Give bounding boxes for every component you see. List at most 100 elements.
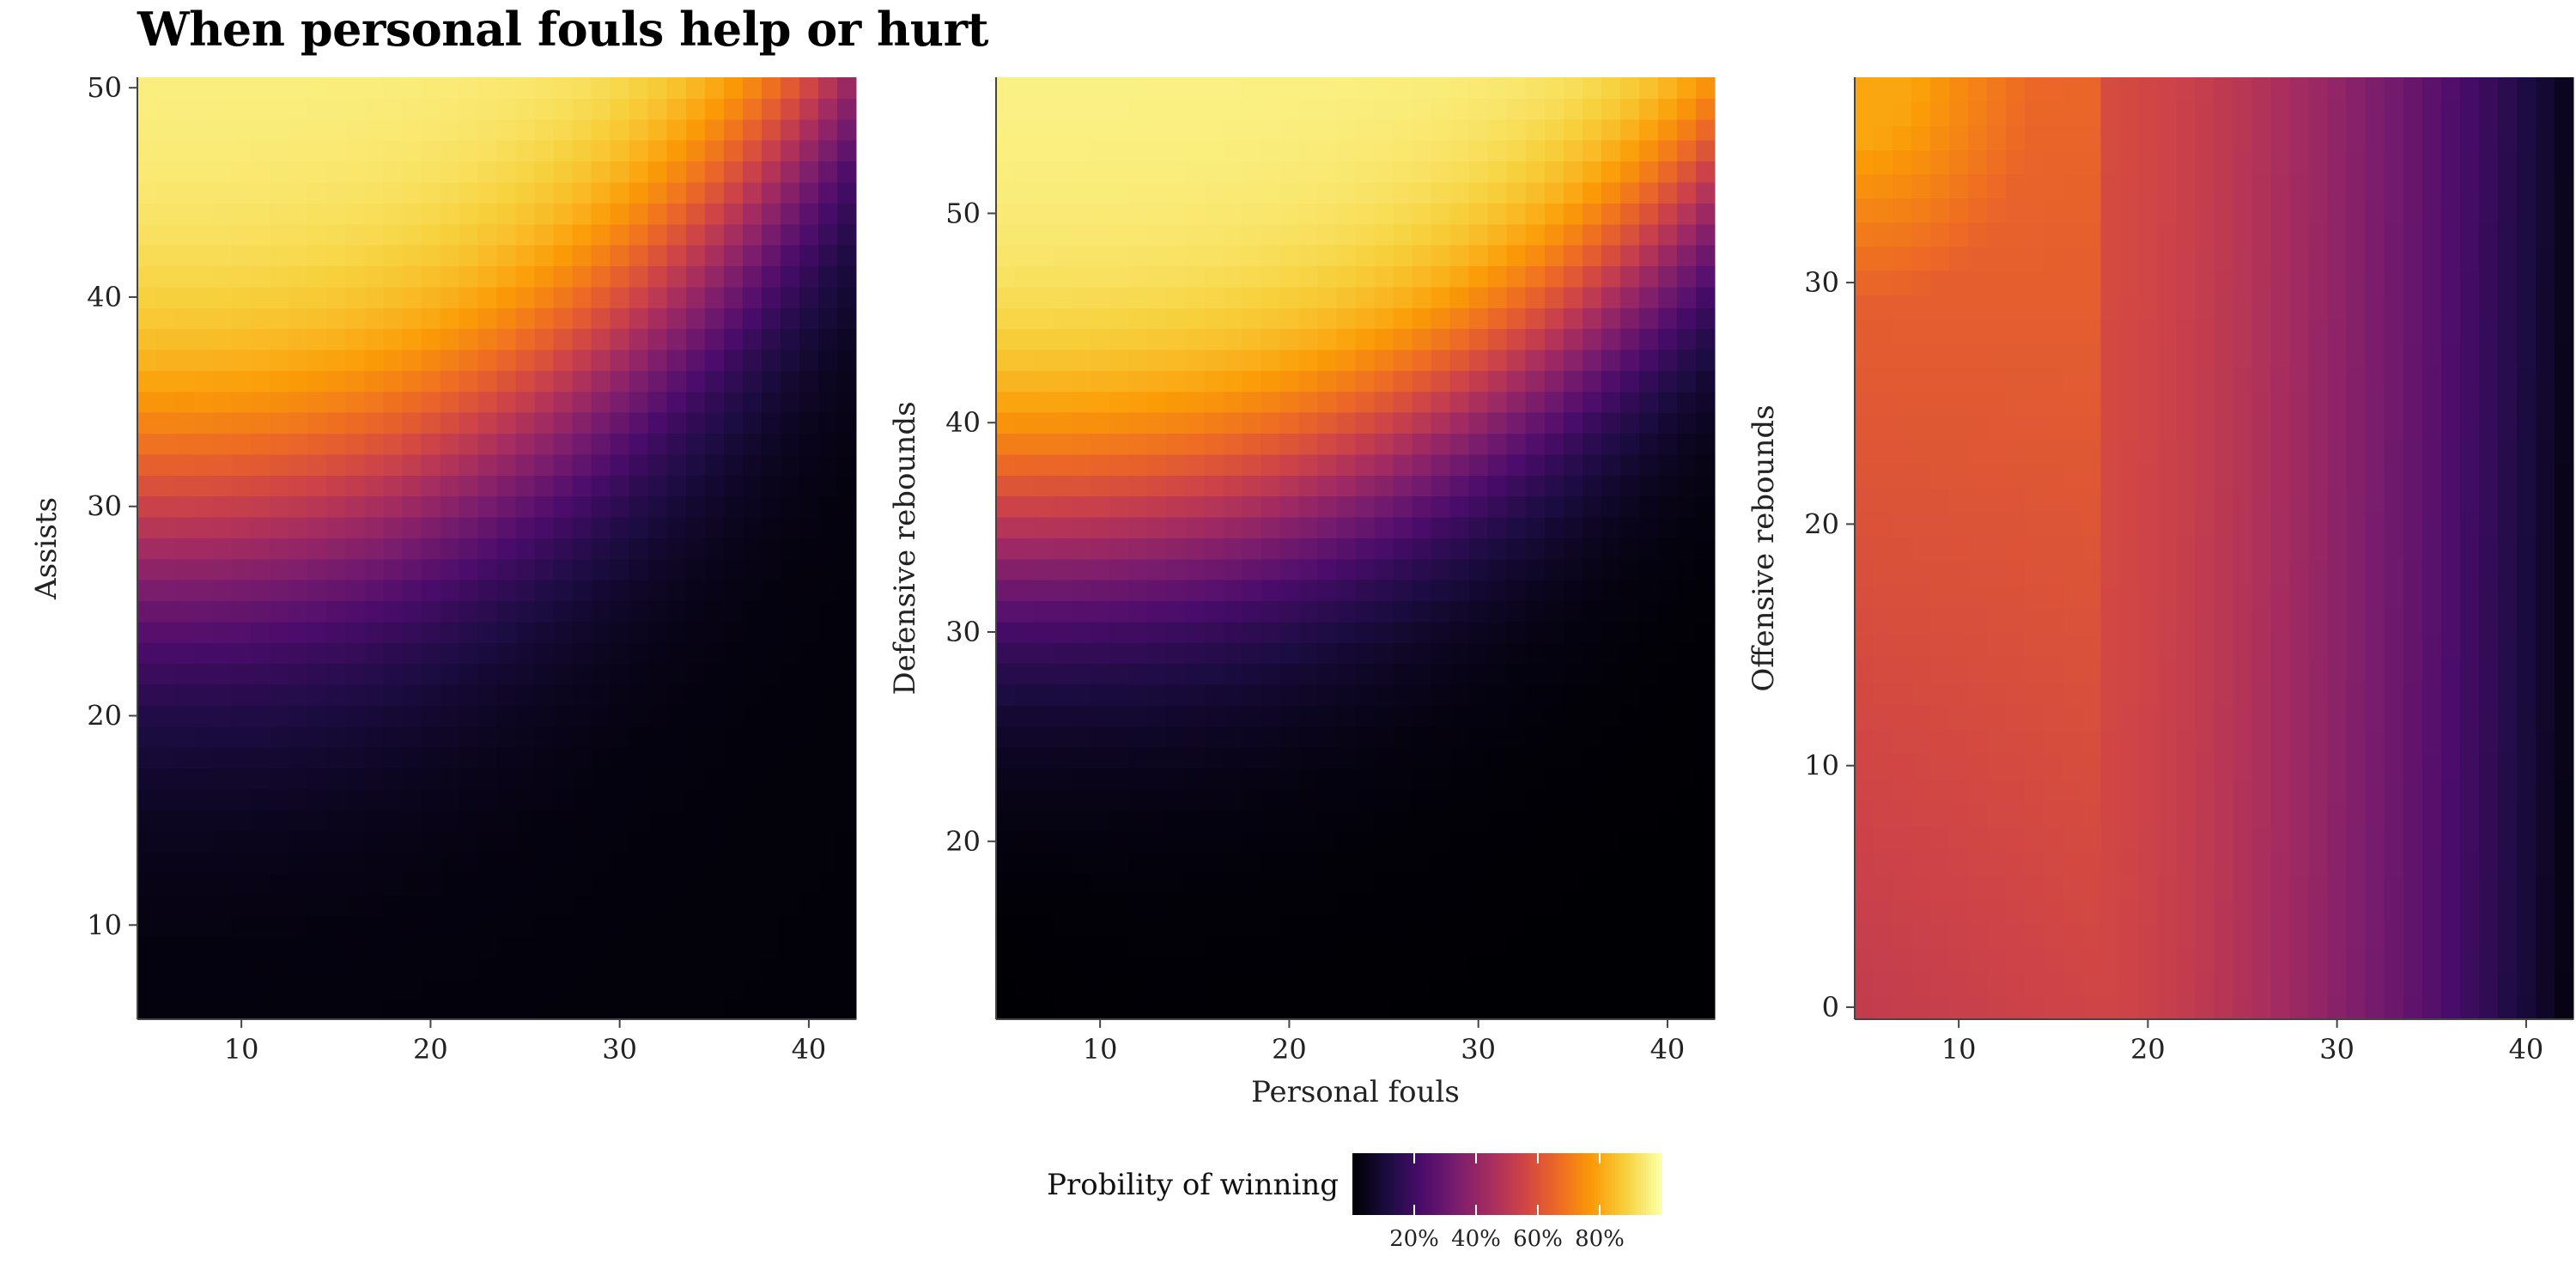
- heatmap-cell: [1968, 536, 1988, 562]
- heatmap-cell: [780, 412, 800, 434]
- heatmap-cell: [2081, 391, 2101, 416]
- heatmap-cell: [2403, 970, 2423, 996]
- heatmap-cell: [2157, 560, 2178, 586]
- heatmap-cell: [629, 768, 649, 790]
- heatmap-cell: [2063, 970, 2082, 996]
- heatmap-cell: [761, 893, 781, 915]
- heatmap-cell: [289, 286, 308, 308]
- heatmap-cell: [2025, 439, 2044, 465]
- heatmap-cell: [194, 810, 214, 832]
- heatmap-cell: [2440, 439, 2461, 465]
- heatmap-cell: [629, 977, 649, 999]
- heatmap-cell: [1619, 516, 1640, 538]
- heatmap-cell: [383, 77, 403, 99]
- heatmap-cell: [1166, 705, 1186, 727]
- heatmap-cell: [1874, 681, 1893, 706]
- heatmap-cell: [1987, 898, 2007, 924]
- heatmap-cell: [1166, 349, 1186, 371]
- heatmap-cell: [1147, 475, 1167, 497]
- heatmap-cell: [1091, 851, 1110, 873]
- heatmap-cell: [2535, 488, 2555, 513]
- heatmap-cell: [137, 433, 157, 455]
- heatmap-cell: [496, 705, 517, 727]
- heatmap-cell: [1987, 970, 2007, 996]
- heatmap-cell: [1317, 223, 1338, 246]
- heatmap-cell: [515, 307, 536, 330]
- heatmap-cell: [1930, 753, 1950, 779]
- heatmap-cell: [629, 600, 649, 623]
- heatmap-cell: [364, 307, 384, 330]
- heatmap-cell: [1968, 560, 1988, 586]
- heatmap-cell: [1223, 830, 1242, 853]
- heatmap-cell: [364, 977, 384, 999]
- heatmap-cell: [610, 600, 630, 623]
- heatmap-cell: [1601, 370, 1621, 392]
- heatmap-cell: [723, 516, 744, 538]
- legend-colorbar-segment: [1404, 1153, 1407, 1215]
- heatmap-cell: [2535, 922, 2555, 948]
- heatmap-cell: [704, 286, 725, 308]
- heatmap-cell: [1619, 621, 1640, 643]
- heatmap-cell: [1374, 98, 1394, 120]
- heatmap-cell: [761, 705, 781, 727]
- heatmap-cell: [647, 998, 668, 1020]
- heatmap-cell: [326, 621, 346, 643]
- heatmap-cell: [1072, 810, 1091, 832]
- heatmap-cell: [1949, 173, 1969, 199]
- heatmap-cell: [194, 223, 214, 246]
- heatmap-cell: [2233, 149, 2253, 175]
- heatmap-cell: [2195, 391, 2215, 416]
- heatmap-cell: [2081, 681, 2101, 706]
- heatmap-cell: [2289, 439, 2310, 465]
- heatmap-cell: [610, 893, 630, 915]
- heatmap-cell: [2176, 391, 2196, 416]
- x-tick-label: 20: [1272, 1033, 1307, 1066]
- heatmap-cell: [2233, 608, 2253, 634]
- heatmap-cell: [1072, 600, 1091, 623]
- heatmap-cell: [1449, 663, 1470, 685]
- heatmap-cell: [1109, 370, 1129, 392]
- heatmap-cell: [2270, 488, 2291, 513]
- heatmap-cell: [591, 181, 611, 204]
- heatmap-cell: [1204, 642, 1224, 665]
- heatmap-cell: [1242, 788, 1261, 811]
- heatmap-cell: [289, 830, 308, 853]
- heatmap-cell: [515, 998, 536, 1020]
- heatmap-cell: [459, 370, 479, 392]
- heatmap-cell: [1393, 956, 1413, 978]
- heatmap-cell: [666, 705, 687, 727]
- heatmap-cell: [1261, 77, 1280, 99]
- heatmap-cell: [1619, 307, 1640, 330]
- heatmap-cell: [307, 810, 327, 832]
- heatmap-cell: [2459, 222, 2480, 247]
- heatmap-cell: [1601, 433, 1621, 455]
- heatmap-cell: [1874, 343, 1893, 368]
- heatmap-cell: [572, 830, 592, 853]
- heatmap-cell: [1638, 118, 1659, 141]
- heatmap-cell: [2251, 874, 2272, 899]
- heatmap-cell: [1468, 538, 1489, 560]
- heatmap-cell: [647, 245, 668, 266]
- heatmap-cell: [1563, 998, 1583, 1020]
- y-tick-label: 20: [945, 825, 981, 858]
- heatmap-cell: [477, 453, 498, 476]
- heatmap-cell: [1015, 956, 1035, 978]
- heatmap-cell: [1487, 830, 1508, 853]
- heatmap-cell: [799, 391, 819, 413]
- heatmap-cell: [1204, 391, 1224, 413]
- heatmap-cell: [1336, 433, 1357, 455]
- heatmap-cell: [213, 914, 233, 937]
- heatmap-cell: [1563, 747, 1583, 769]
- heatmap-cell: [459, 621, 479, 643]
- heatmap-cell: [572, 956, 592, 978]
- heatmap-cell: [1449, 726, 1470, 748]
- heatmap-cell: [1582, 349, 1602, 371]
- heatmap-cell: [1487, 286, 1508, 308]
- heatmap-cell: [1109, 98, 1129, 120]
- heatmap-cell: [2100, 488, 2120, 513]
- heatmap-cell: [1544, 98, 1564, 120]
- heatmap-cell: [1223, 977, 1242, 999]
- heatmap-cell: [704, 140, 725, 162]
- heatmap-cell: [1525, 977, 1546, 999]
